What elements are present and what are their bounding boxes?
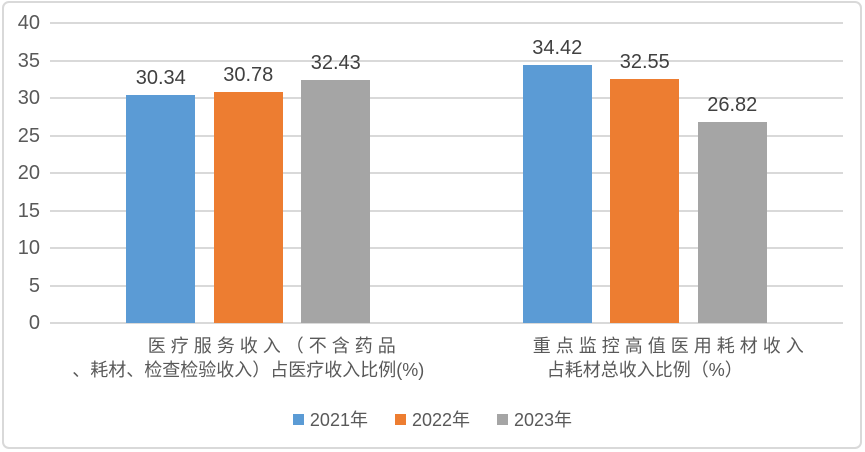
legend: 2021年 2022年 2023年 [0, 406, 865, 432]
gridline-25 [50, 134, 843, 137]
data-label-2023年-group2: 26.82 [707, 93, 758, 116]
legend-swatch-icon [394, 413, 406, 425]
legend-item-2023年: 2023年 [497, 406, 572, 432]
category-label-1: 医疗服务收入（不含药品、耗材、检查检验收入）占医疗收入比例(%) [8, 334, 488, 382]
plot-area: 30.34 30.78 32.43 34.42 32.55 26.82 [50, 22, 843, 324]
data-label-2022年-group2: 32.55 [619, 50, 670, 73]
data-label-2023年-group1: 32.43 [310, 51, 361, 74]
y-tick-label-30: 30 [17, 87, 40, 109]
gridline-20 [50, 172, 843, 174]
legend-label: 2021年 [309, 410, 368, 430]
y-tick-label-5: 5 [28, 274, 40, 297]
data-label-2022年-group1: 30.78 [223, 64, 274, 87]
legend-swatch-icon [292, 413, 304, 425]
bar-2023年-group1 [301, 79, 371, 323]
gridline-15 [50, 209, 843, 212]
legend-item-2022年: 2022年 [394, 406, 471, 432]
gridline-10 [50, 247, 843, 249]
category-label-2: 重点监控高值医用耗材收入占耗材总收入比例（%） [405, 334, 865, 382]
y-tick-label-20: 20 [17, 162, 40, 184]
category-label-1-line-1: 医疗服务收入（不含药品 [147, 336, 401, 356]
legend-label: 2022年 [411, 410, 471, 430]
y-tick-label-10: 10 [17, 237, 40, 259]
gridline-40 [50, 22, 843, 24]
y-tick-label-35: 35 [17, 49, 40, 72]
gridline-5 [50, 284, 843, 287]
y-tick-label-0: 0 [28, 312, 40, 334]
y-tick-label-40: 40 [17, 12, 40, 34]
category-label-2-line-1: 重点监控高值医用耗材收入 [532, 336, 809, 356]
data-label-2021年-group1: 30.34 [135, 67, 186, 90]
bar-2023年-group2 [697, 121, 767, 323]
data-label-2021年-group2: 34.42 [532, 36, 583, 59]
bar-2021年-group1 [126, 95, 196, 323]
category-label-1-line-2: 、耗材、检查检验收入）占医疗收入比例(%) [72, 360, 425, 380]
legend-swatch-icon [497, 413, 509, 425]
legend-item-2021年: 2021年 [292, 406, 368, 432]
gridline-35 [50, 59, 843, 62]
y-tick-label-15: 15 [17, 199, 40, 222]
legend-label: 2023年 [514, 410, 573, 430]
bar-2022年-group1 [213, 92, 283, 323]
y-tick-label-25: 25 [17, 124, 40, 147]
gridline-30 [50, 97, 843, 99]
x-axis-line [50, 322, 843, 324]
bar-2022年-group2 [610, 78, 680, 323]
category-label-2-line-2: 占耗材总收入比例（%） [546, 360, 743, 380]
x-axis-category-labels: 医疗服务收入（不含药品 、耗材、检查检验收入）占医疗收入比例(%) 重点监控高值医用… [0, 334, 865, 386]
bar-2021年-group2 [522, 64, 592, 323]
